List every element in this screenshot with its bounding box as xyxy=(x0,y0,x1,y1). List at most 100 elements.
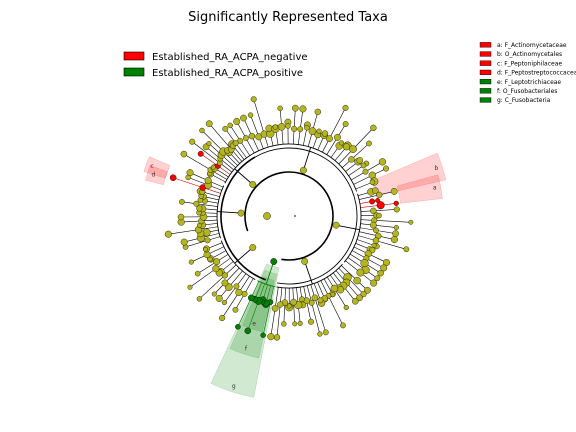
chart-title: Significantly Represented Taxa xyxy=(188,10,388,25)
tree-branch xyxy=(338,127,374,165)
taxon-node xyxy=(206,141,212,147)
node-layer xyxy=(164,96,414,341)
class-legend: Established_RA_ACPA_negative Established… xyxy=(123,51,308,79)
taxon-node xyxy=(177,213,185,221)
taxon-node xyxy=(232,306,239,313)
taxon-node xyxy=(393,206,400,213)
taxon-node xyxy=(316,128,322,134)
tree-branch xyxy=(303,286,312,322)
taxon-node xyxy=(180,238,188,246)
clade-key-legend: a: F_Actinomycetaceae b: O_Actinomycetale… xyxy=(479,42,576,104)
tree-branch xyxy=(189,257,231,288)
taxon-node xyxy=(232,140,239,147)
taxon-node xyxy=(179,199,185,205)
key-swatch-a xyxy=(479,42,492,48)
tree-branch xyxy=(360,209,397,212)
tree-branch xyxy=(197,254,229,274)
key-swatch-e xyxy=(479,78,492,85)
taxon-node xyxy=(314,108,322,116)
taxon-node xyxy=(281,321,287,327)
taxon-node xyxy=(353,276,361,285)
taxon-node xyxy=(203,246,208,252)
tree-branch xyxy=(247,283,265,331)
taxon-node xyxy=(326,135,333,143)
legend-swatch-positive xyxy=(123,67,145,77)
key-swatch-c xyxy=(479,60,492,66)
legend-label-negative: Established_RA_ACPA_negative xyxy=(152,52,308,63)
tree-branch xyxy=(306,285,321,335)
taxon-node xyxy=(338,140,345,146)
tree-branch xyxy=(199,264,237,300)
taxon-node xyxy=(285,123,291,129)
taxon-node xyxy=(342,121,349,127)
taxon-node xyxy=(376,212,382,219)
tree-branch xyxy=(181,201,218,207)
taxon-node xyxy=(373,227,379,234)
taxon-node xyxy=(343,304,349,311)
taxon-node xyxy=(219,314,226,322)
tree-branch xyxy=(234,247,254,264)
cladogram: g b a cd f e xyxy=(143,96,447,398)
taxon-node xyxy=(180,150,188,158)
taxon-node xyxy=(169,174,177,182)
taxon-node xyxy=(370,207,377,215)
clade-highlight-b xyxy=(371,152,447,197)
taxon-node xyxy=(393,200,399,206)
taxon-node xyxy=(340,322,346,329)
tree-branch xyxy=(338,267,364,295)
taxon-node xyxy=(211,291,217,297)
taxon-node xyxy=(372,187,379,194)
tree-branch xyxy=(185,236,221,248)
taxon-node xyxy=(227,122,233,129)
clade-highlight-a xyxy=(396,174,443,204)
taxon-node xyxy=(244,327,252,335)
tree-branch xyxy=(265,261,275,285)
taxon-node xyxy=(277,105,283,112)
taxon-node xyxy=(342,104,349,111)
taxon-node xyxy=(356,268,365,277)
tree-branch xyxy=(201,130,238,166)
taxon-node xyxy=(286,303,292,309)
tree-branch xyxy=(168,226,218,235)
clade-letter-d: d xyxy=(151,172,155,179)
taxon-node xyxy=(334,133,341,141)
tree-branch xyxy=(192,141,233,173)
tree-branch xyxy=(322,107,346,153)
clade-letter-c: c xyxy=(150,163,153,170)
taxon-node xyxy=(349,145,357,153)
taxon-node xyxy=(197,150,204,157)
key-swatch-d xyxy=(479,69,492,76)
key-label-f: f: O_Fusobacteriales xyxy=(497,88,557,95)
taxon-node xyxy=(207,256,213,262)
tree-branch xyxy=(292,287,296,324)
taxon-node xyxy=(297,320,303,326)
tree-branch xyxy=(304,261,313,285)
taxon-node xyxy=(390,188,398,195)
key-label-d: d: F_Peptostreptococcaceae xyxy=(497,70,576,77)
taxon-node xyxy=(205,120,213,128)
taxon-node xyxy=(272,124,278,130)
taxon-node xyxy=(267,333,275,341)
tree-branch xyxy=(341,265,368,291)
taxon-node xyxy=(215,294,223,302)
tree-branch xyxy=(200,153,231,175)
taxon-node xyxy=(360,291,367,298)
taxon-node xyxy=(277,301,284,308)
taxon-node xyxy=(193,200,200,207)
taxon-node xyxy=(336,286,345,294)
tree-branch xyxy=(253,99,269,148)
clade-letter-g: g xyxy=(232,383,236,390)
tree-branch xyxy=(302,127,308,146)
taxon-node xyxy=(196,205,203,212)
taxon-node xyxy=(317,331,323,337)
taxon-node xyxy=(311,294,319,302)
key-label-a: a: F_Actinomycetaceae xyxy=(497,42,567,49)
taxon-node xyxy=(263,212,271,220)
taxon-node xyxy=(199,127,205,134)
taxon-node xyxy=(270,258,278,265)
taxon-node xyxy=(247,112,254,118)
taxon-node xyxy=(235,288,243,297)
taxon-node xyxy=(233,283,240,290)
taxon-node xyxy=(203,251,211,259)
taxon-node xyxy=(188,259,194,265)
